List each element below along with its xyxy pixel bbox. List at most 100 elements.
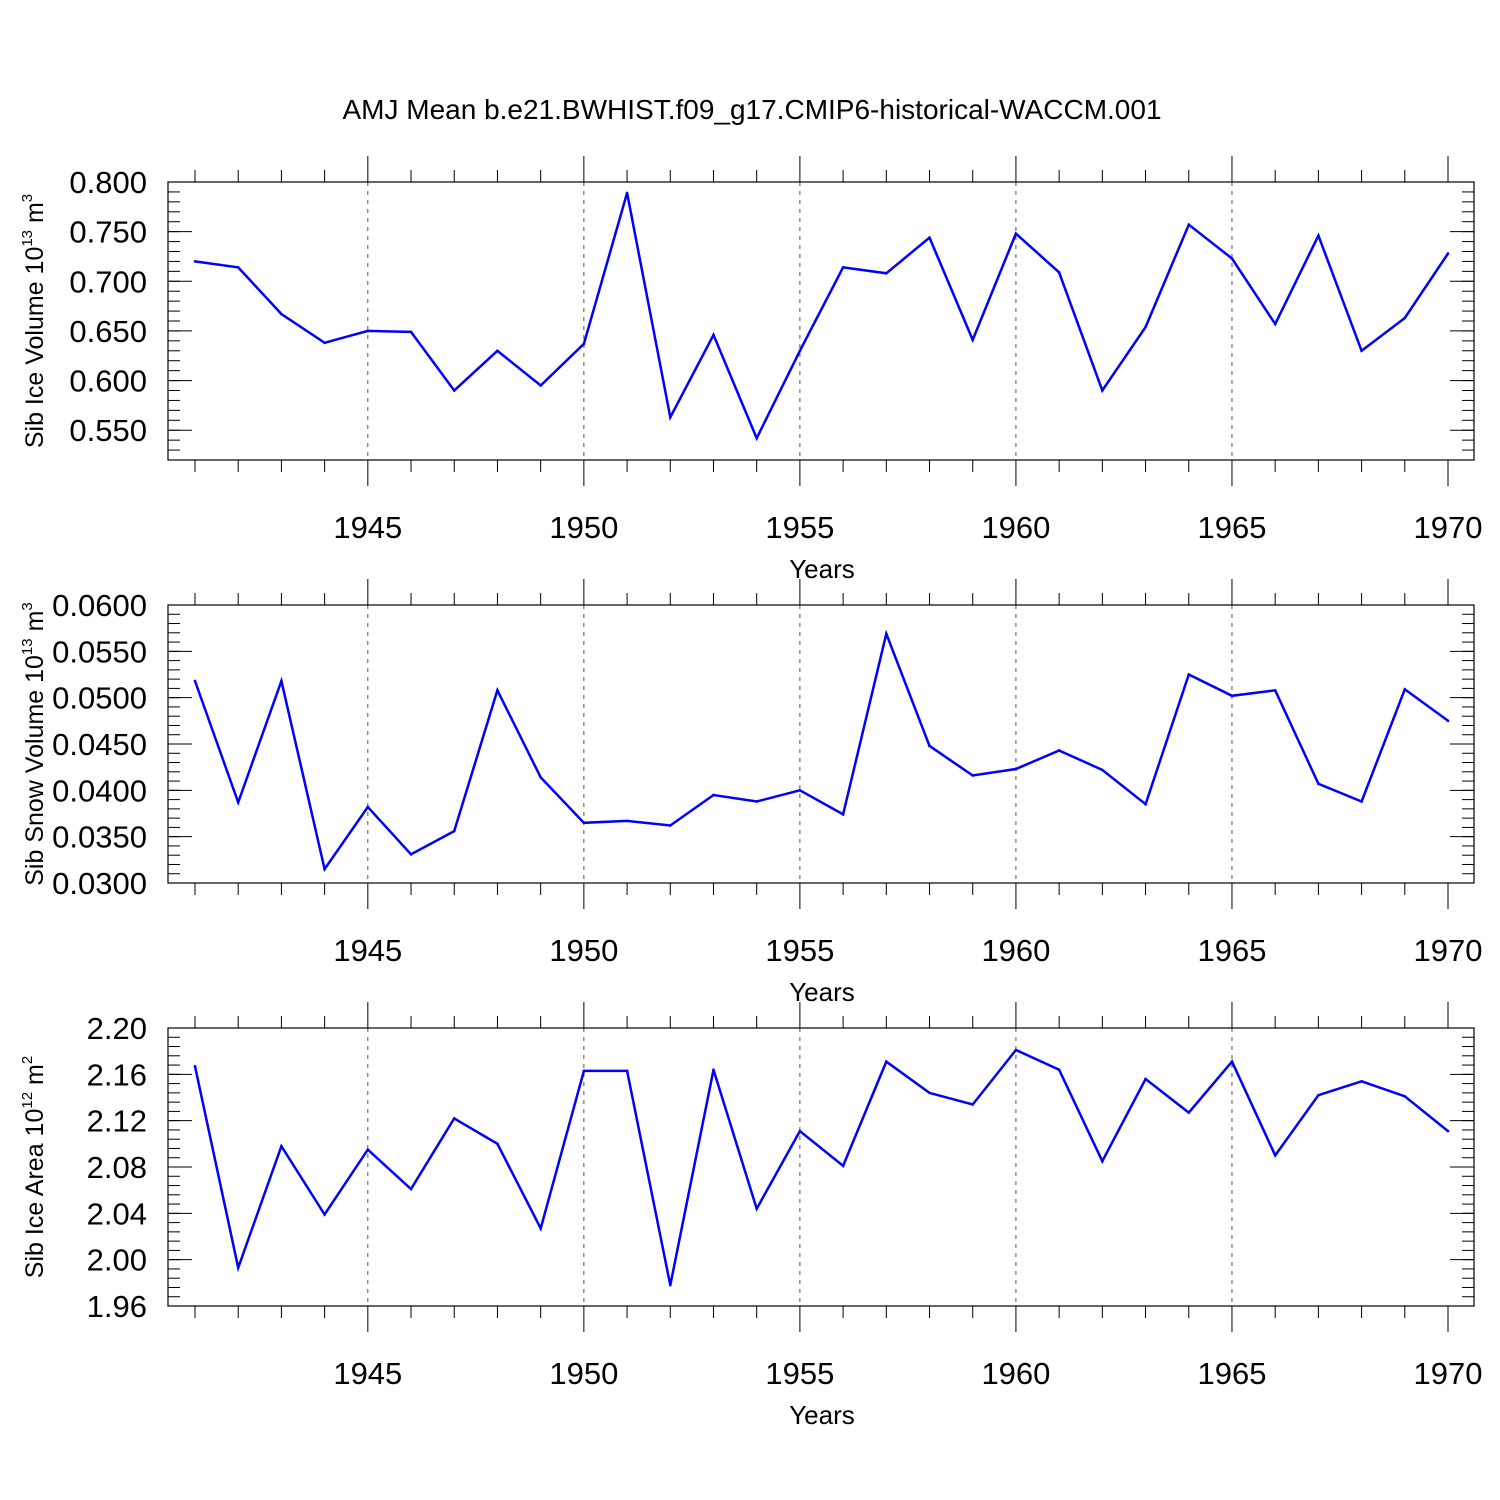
data-point-1946: [409, 330, 413, 334]
data-point-1964: [1187, 1111, 1191, 1114]
y-tick-label: 2.20: [87, 1011, 147, 1046]
x-tick-label: 1955: [765, 933, 834, 968]
x-tick-label: 1970: [1414, 933, 1483, 968]
y-tick-label: 0.600: [69, 364, 147, 399]
x-tick-label: 1960: [981, 933, 1050, 968]
data-point-1963: [1144, 325, 1147, 329]
data-point-1946: [409, 852, 413, 856]
x-tick-label: 1965: [1197, 1356, 1266, 1391]
y-tick-label: 0.0500: [52, 681, 147, 716]
y-tick-label: 0.800: [69, 165, 147, 200]
data-point-1952: [668, 416, 672, 419]
y-tick-label: 0.750: [69, 215, 147, 250]
data-point-1961: [1057, 271, 1061, 274]
y-axis-title-unit-exponent: 3: [19, 602, 36, 610]
data-point-1947: [452, 829, 456, 833]
data-point-1944: [323, 1213, 326, 1216]
y-tick-label: 0.700: [69, 264, 147, 299]
data-point-1967: [1317, 782, 1320, 786]
series-line-2: [193, 629, 1449, 873]
data-point-1967: [1317, 234, 1320, 237]
data-point-1966: [1273, 322, 1277, 326]
data-point-1952: [668, 824, 672, 827]
y-tick-label: 1.96: [87, 1289, 147, 1324]
data-point-1958: [928, 1091, 931, 1095]
data-point-1970: [1446, 252, 1450, 255]
data-point-1970: [1446, 719, 1450, 723]
data-point-1961: [1057, 749, 1061, 752]
data-point-1942: [236, 801, 240, 804]
y-axis-title-text: Sib Snow Volume 10: [21, 655, 49, 886]
x-tick-label: 1965: [1197, 510, 1266, 545]
data-point-1949: [539, 776, 542, 779]
x-tick-label: 1950: [549, 510, 618, 545]
data-point-1954: [755, 436, 758, 440]
data-point-1945: [366, 1148, 370, 1151]
data-point-1948: [496, 688, 499, 692]
data-point-1955: [798, 789, 802, 792]
y-axis-title-unit: m: [21, 611, 49, 639]
plot-frame: [167, 181, 1475, 461]
data-point-1956: [841, 266, 845, 269]
data-point-1942: [236, 266, 240, 269]
data-point-1960: [1014, 232, 1018, 235]
data-point-1953: [712, 1068, 715, 1071]
x-tick-label: 1960: [981, 510, 1050, 545]
data-point-1965: [1230, 1060, 1234, 1063]
y-axis-title-unit: m: [21, 1064, 49, 1092]
y-axis-title-unit-exponent: 3: [19, 194, 36, 202]
data-point-1958: [928, 744, 931, 748]
y-tick-label: 2.04: [87, 1196, 147, 1231]
series-line-1: [194, 192, 1450, 442]
series-line-3: [193, 1048, 1449, 1286]
data-point-1951: [625, 1069, 629, 1073]
data-point-1968: [1360, 349, 1363, 353]
data-point-1949: [539, 384, 542, 387]
y-axis-title: Sib Ice Area 1012 m2: [19, 1056, 49, 1278]
x-tick-label: 1950: [549, 933, 618, 968]
x-axis-title: Years: [789, 1400, 855, 1430]
data-point-1968: [1360, 1079, 1363, 1083]
data-point-1947: [452, 1117, 456, 1120]
y-tick-label: 2.12: [87, 1104, 147, 1139]
data-point-1950: [582, 821, 586, 825]
y-axis-title-unit: m: [21, 202, 49, 230]
data-point-1941: [193, 260, 197, 263]
data-point-1965: [1230, 694, 1234, 698]
y-tick-label: 2.00: [87, 1243, 147, 1278]
y-axis-title: Sib Ice Volume 1013 m3: [19, 194, 49, 448]
data-point-1962: [1101, 768, 1104, 772]
data-point-1962: [1101, 389, 1104, 392]
data-point-1943: [280, 1144, 283, 1148]
y-axis-title-exponent: 13: [19, 638, 36, 655]
data-point-1941: [193, 679, 197, 683]
data-point-1965: [1230, 257, 1234, 260]
data-point-1953: [712, 793, 715, 797]
data-point-1944: [323, 341, 326, 345]
data-point-1942: [236, 1266, 240, 1270]
x-tick-label: 1945: [333, 933, 402, 968]
data-point-1950: [582, 1069, 586, 1073]
y-tick-label: 2.16: [87, 1057, 147, 1092]
y-tick-label: 0.0450: [52, 727, 147, 762]
y-tick-label: 2.08: [87, 1150, 147, 1185]
data-point-1969: [1403, 1095, 1407, 1098]
data-point-1953: [712, 333, 715, 337]
x-tick-label: 1945: [333, 1356, 402, 1391]
data-point-1957: [885, 272, 888, 275]
data-point-1957: [885, 632, 888, 636]
panel-1: 0.550 0.600 0.650 0.700 0.750 0.800 1945 1950 19…: [19, 156, 1482, 584]
data-point-1961: [1057, 1068, 1061, 1071]
x-axis-title: Years: [789, 977, 855, 1007]
panel-2: 0.0300 0.0350 0.0400 0.0450 0.0500 0.0550 0.06…: [19, 579, 1482, 1007]
data-point-1956: [841, 813, 845, 816]
data-point-1966: [1273, 688, 1277, 692]
data-point-1968: [1360, 800, 1363, 803]
x-tick-label: 1965: [1197, 933, 1266, 968]
data-point-1955: [798, 349, 802, 353]
data-point-1941: [193, 1064, 197, 1068]
plot-frame: [167, 1027, 1475, 1307]
y-axis-title-exponent: 12: [19, 1092, 36, 1109]
data-point-1949: [539, 1227, 542, 1230]
plot-frame: [167, 604, 1475, 884]
